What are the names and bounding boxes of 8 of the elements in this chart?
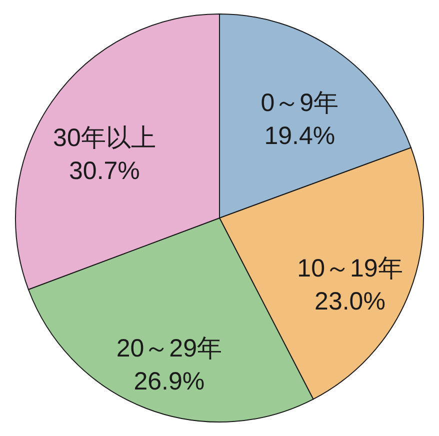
slice-label: 0～9年 (260, 89, 339, 118)
slice-label: 20～29年 (116, 334, 222, 363)
data-label: 30.7% (69, 157, 140, 186)
data-label: 19.4% (264, 122, 336, 150)
slice-label: 10～19年 (297, 254, 403, 283)
data-label: 23.0% (314, 288, 386, 316)
slice-label: 30年以上 (53, 124, 156, 152)
data-label: 26.9% (134, 368, 205, 396)
